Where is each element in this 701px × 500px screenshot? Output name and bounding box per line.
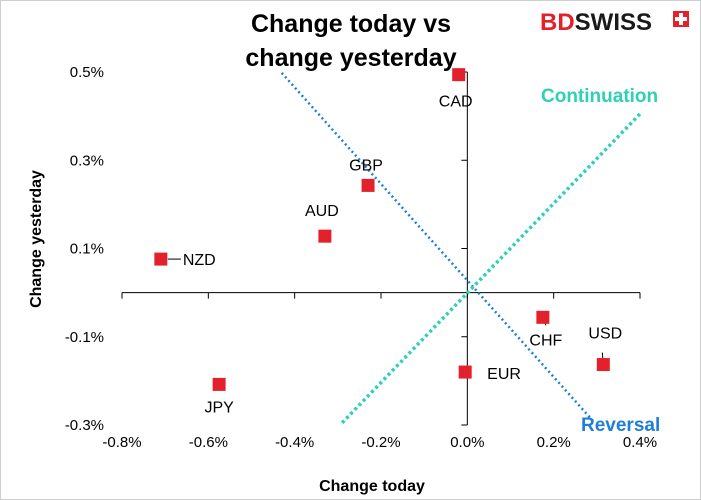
- y-tick-label: 0.5%: [70, 64, 104, 81]
- chart-title-line-2: change yesterday: [245, 44, 456, 72]
- x-tick-label: -0.2%: [361, 434, 400, 451]
- x-axis-label: Change today: [319, 478, 425, 495]
- data-point-nzd: [154, 252, 168, 266]
- data-label-nzd: NZD: [183, 252, 216, 269]
- y-axis-label: Change yesterday: [28, 170, 45, 308]
- chart-title-line-1: Change today vs: [251, 10, 451, 38]
- y-tick-label: -0.3%: [65, 417, 104, 434]
- x-tick-label: -0.8%: [102, 434, 141, 451]
- data-point-aud: [318, 229, 332, 243]
- data-point-usd: [596, 358, 610, 372]
- continuation-annotation: Continuation: [541, 86, 658, 107]
- reversal-guide-line: [280, 72, 596, 424]
- data-point-chf: [536, 310, 550, 324]
- logo-suffix: SWISS: [575, 9, 652, 36]
- data-label-eur: EUR: [487, 366, 521, 383]
- data-points: CAD GBP AUD NZD CHF USD EUR JPY: [154, 68, 622, 416]
- data-point-cad: [452, 68, 466, 82]
- data-point-jpy: [212, 377, 226, 391]
- x-tick-label: -0.4%: [275, 434, 314, 451]
- data-label-chf: CHF: [529, 332, 562, 349]
- bdswiss-logo: BDSWISS: [540, 9, 689, 36]
- data-label-cad: CAD: [439, 94, 473, 111]
- y-tick-label: 0.1%: [70, 241, 104, 258]
- logo-prefix: BD: [540, 9, 575, 36]
- swiss-cross-horizontal: [675, 17, 687, 21]
- diagonal-guides: [280, 72, 642, 425]
- x-tick-label: 0.2%: [537, 434, 571, 451]
- logo-text: BDSWISS: [540, 9, 652, 36]
- x-tick-label: 0.0%: [450, 434, 484, 451]
- tick-labels: -0.8% -0.6% -0.4% -0.2% 0.0% 0.2% 0.4% 0.5% 0.3%…: [65, 64, 657, 451]
- y-tick-label: -0.1%: [65, 329, 104, 346]
- data-label-jpy: JPY: [204, 399, 234, 416]
- data-point-eur: [458, 365, 472, 379]
- data-label-usd: USD: [588, 326, 622, 343]
- data-label-gbp: GBP: [349, 157, 383, 174]
- data-point-gbp: [361, 178, 375, 192]
- axes: [121, 71, 641, 426]
- y-tick-label: 0.3%: [70, 152, 104, 169]
- x-tick-label: -0.6%: [189, 434, 228, 451]
- data-label-aud: AUD: [305, 203, 339, 220]
- x-tick-label: 0.4%: [623, 434, 657, 451]
- reversal-annotation: Reversal: [581, 415, 660, 436]
